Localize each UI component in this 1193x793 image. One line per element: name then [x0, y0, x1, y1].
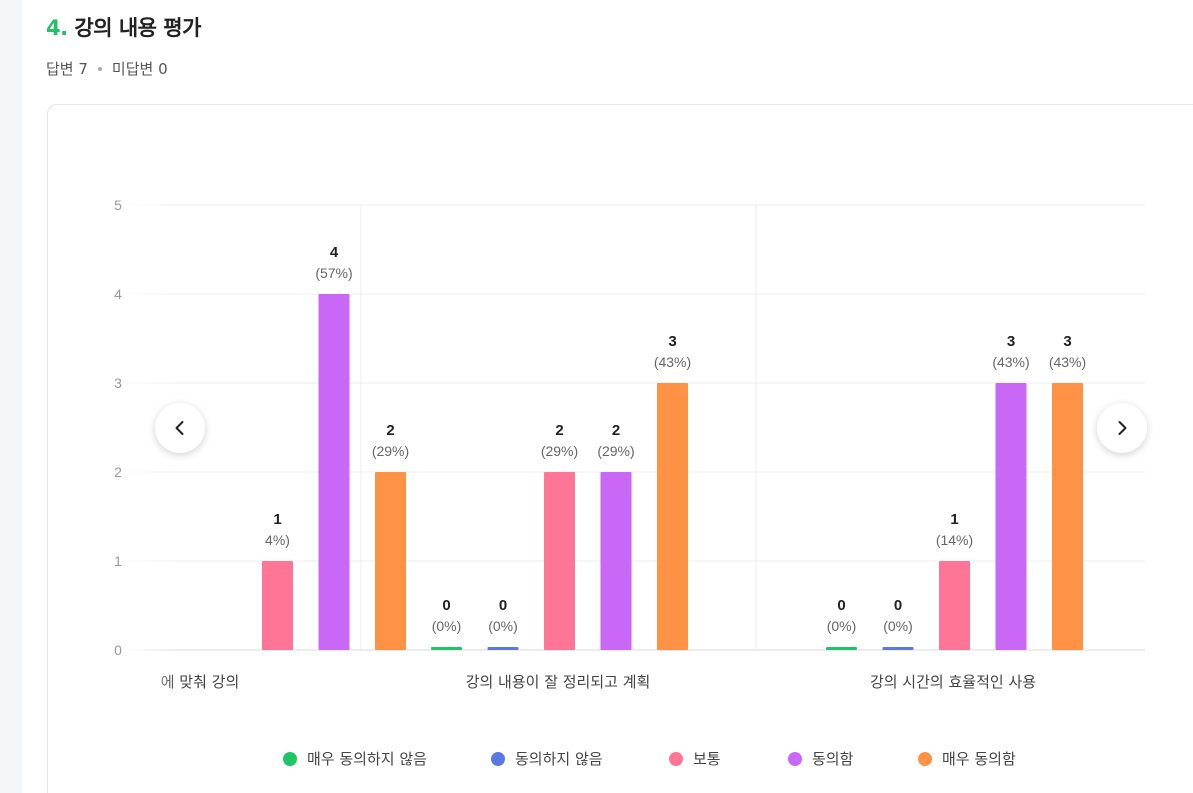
- legend-swatch: [788, 751, 802, 766]
- legend-swatch: [918, 751, 932, 766]
- chevron-right-icon: [1118, 421, 1127, 435]
- legend-label: 동의하지 않음: [515, 750, 603, 768]
- left-sidebar-strip: [0, 0, 22, 793]
- legend-swatch: [491, 751, 505, 766]
- legend-label: 매우 동의함: [942, 750, 1016, 768]
- legend-label: 매우 동의하지 않음: [307, 750, 427, 768]
- legend-item[interactable]: 동의함: [788, 748, 853, 769]
- prev-button[interactable]: [155, 403, 205, 453]
- next-button[interactable]: [1097, 403, 1147, 453]
- legend-item[interactable]: 매우 동의하지 않음: [283, 748, 427, 769]
- legend-label: 보통: [693, 750, 721, 768]
- chevron-left-icon: [175, 421, 184, 435]
- legend-item[interactable]: 매우 동의함: [918, 748, 1016, 769]
- chart-card: [47, 104, 1193, 793]
- legend-swatch: [669, 751, 683, 766]
- question-title: 4. 강의 내용 평가: [46, 12, 201, 42]
- legend-label: 동의함: [812, 750, 854, 768]
- question-number: 4.: [46, 16, 68, 40]
- separator-dot: [97, 66, 102, 71]
- answered-count: 답변 7: [46, 60, 88, 78]
- legend-swatch: [283, 751, 297, 766]
- response-summary: 답변 7 미답변 0: [46, 58, 168, 79]
- chart-legend: 매우 동의하지 않음 동의하지 않음 보통 동의함 매우 동의함: [0, 748, 1193, 772]
- legend-item[interactable]: 보통: [669, 748, 721, 769]
- question-title-text: 강의 내용 평가: [74, 16, 201, 40]
- legend-item[interactable]: 동의하지 않음: [491, 748, 603, 769]
- unanswered-count: 미답변 0: [111, 60, 168, 78]
